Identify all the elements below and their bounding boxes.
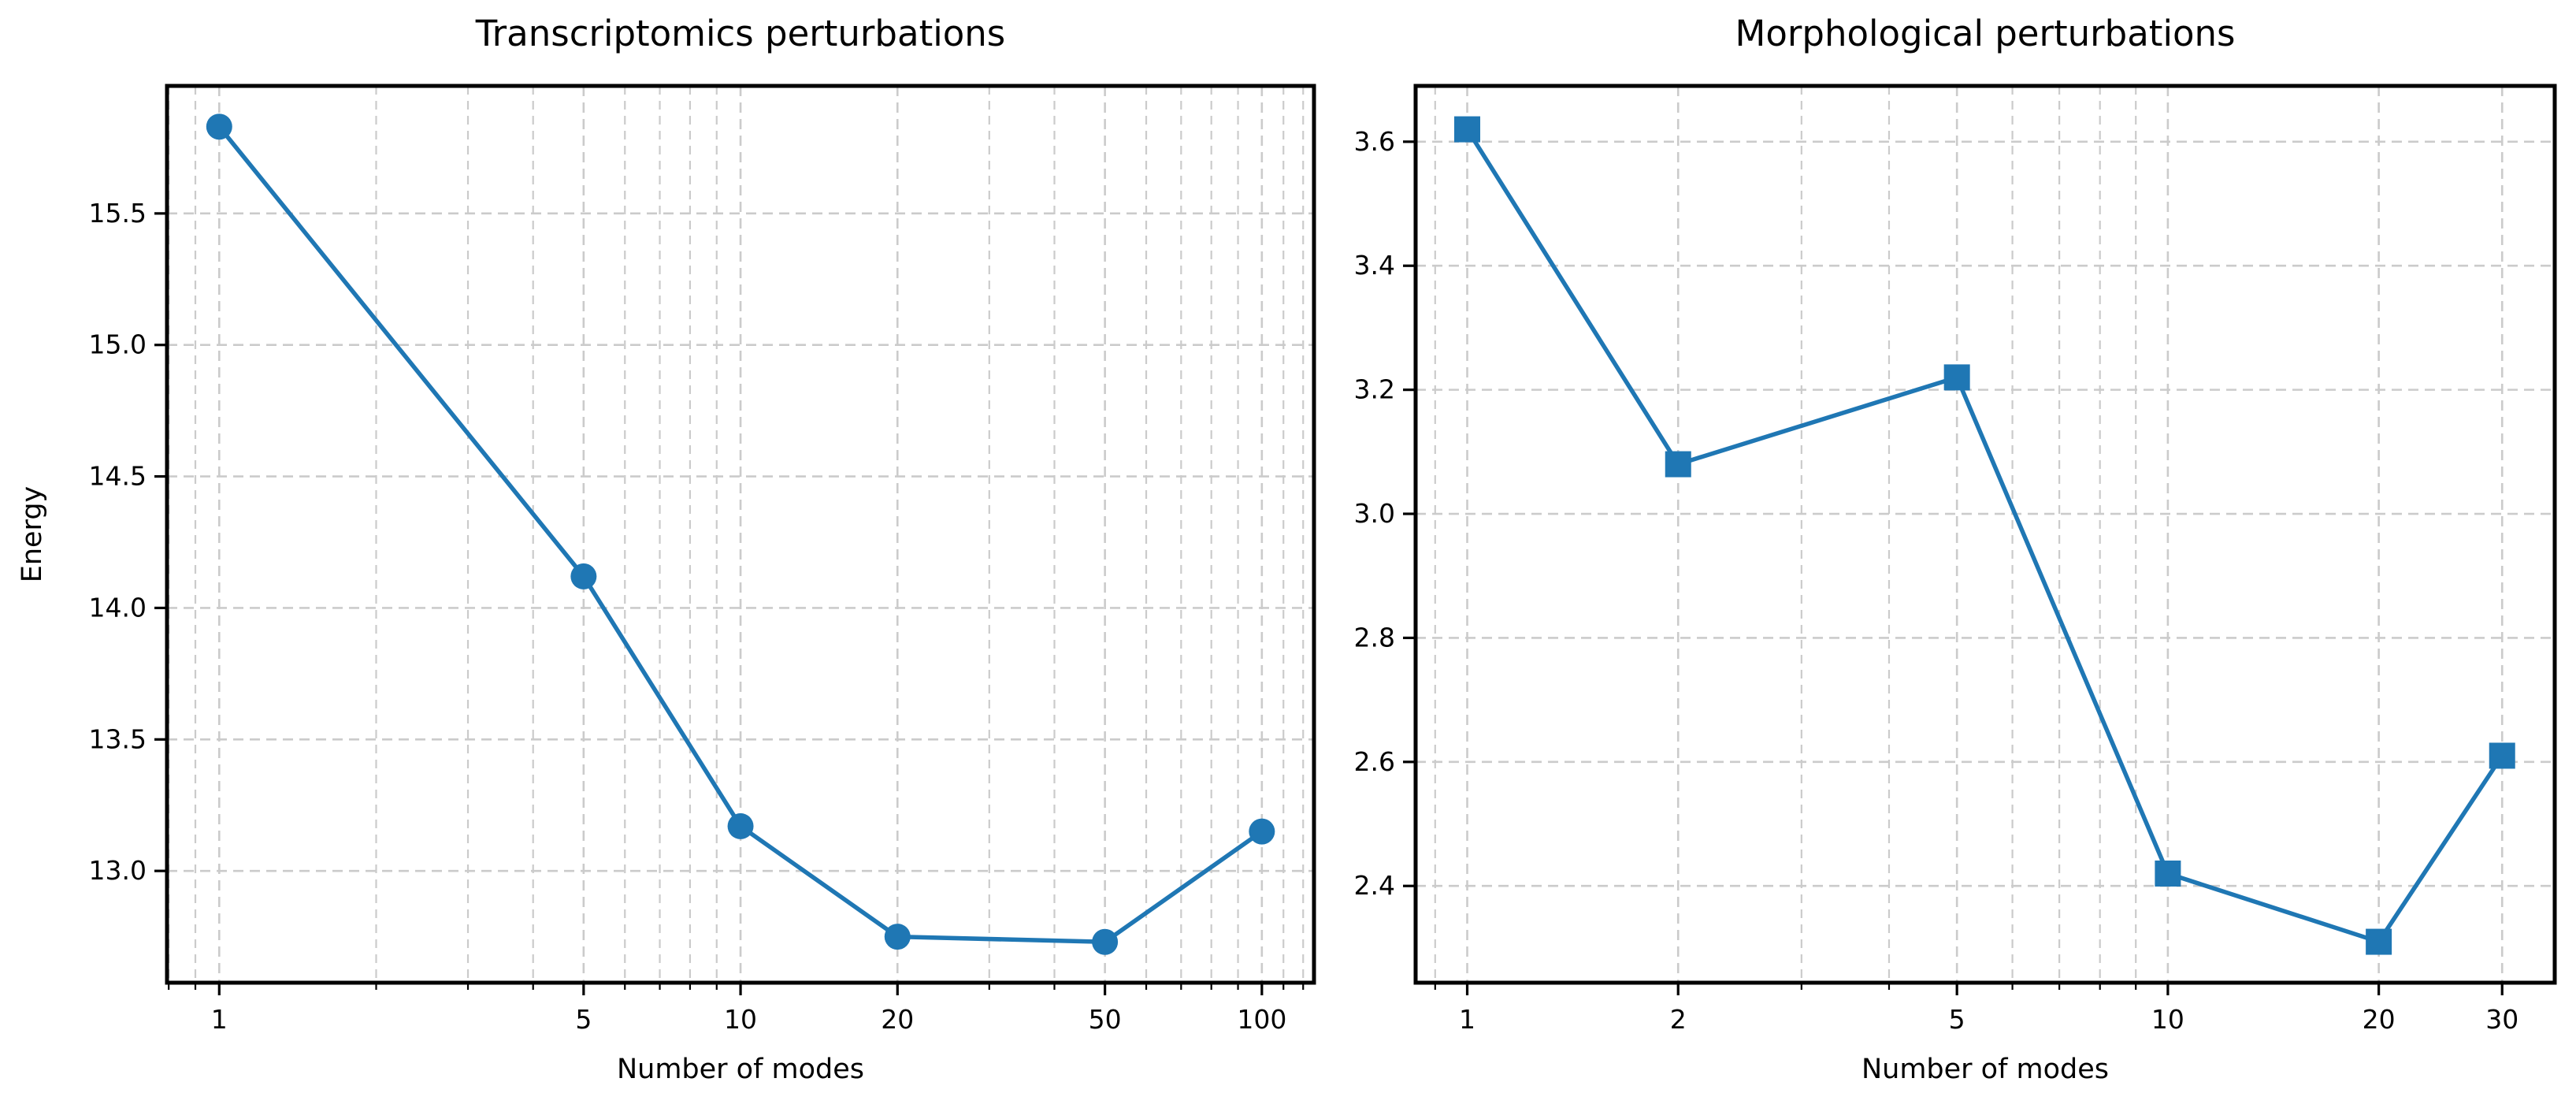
y-tick-label: 2.4 (1354, 870, 1395, 901)
y-tick-label: 15.5 (89, 198, 147, 229)
y-tick-label: 15.0 (89, 329, 147, 360)
x-tick-label: 100 (1237, 1004, 1286, 1035)
ticks (154, 212, 1305, 995)
x-tick-label: 10 (2151, 1004, 2184, 1035)
x-tick-label: 20 (2363, 1004, 2396, 1035)
y-tick-label: 3.0 (1354, 498, 1395, 529)
right-chart: 1 2 5 10 20 30 2.4 2.6 2.8 3.0 3.2 3.4 3.6 (1354, 84, 2557, 1035)
x-tick-label: 30 (2485, 1004, 2518, 1035)
plot-border (165, 84, 1316, 985)
data-point-marker (1943, 364, 1970, 391)
data-point-marker (2155, 860, 2181, 887)
x-tick-label: 1 (1459, 1004, 1475, 1035)
x-tick-label: 50 (1089, 1004, 1122, 1035)
data-point-marker (2489, 742, 2515, 769)
y-tick-label: 13.5 (89, 723, 147, 754)
y-tick-label: 14.0 (89, 592, 147, 623)
grid (1416, 86, 2555, 983)
y-tick-label: 14.5 (89, 461, 147, 492)
data-point-marker (570, 563, 597, 589)
grid (167, 86, 1314, 983)
left-chart: 1 5 10 20 50 100 13.0 13.5 14.0 14.5 15.0 15.5 (89, 84, 1316, 1035)
tick-labels: 1 5 10 20 50 100 13.0 13.5 14.0 14.5 15.0 15.5 (89, 198, 1287, 1035)
x-tick-label: 2 (1670, 1004, 1687, 1035)
y-tick-label: 3.4 (1354, 250, 1395, 281)
right-chart-xlabel: Number of modes (1861, 1054, 2110, 1085)
left-chart-ylabel: Energy (17, 485, 48, 583)
tick-labels: 1 2 5 10 20 30 2.4 2.6 2.8 3.0 3.2 3.4 3.6 (1354, 126, 2519, 1035)
x-tick-label: 10 (724, 1004, 757, 1035)
y-tick-label: 2.6 (1354, 746, 1395, 777)
data-point-marker (1665, 451, 1691, 478)
y-tick-label: 3.6 (1354, 126, 1395, 157)
data-line (217, 124, 1264, 945)
y-tick-label: 3.2 (1354, 374, 1395, 405)
left-chart-xlabel: Number of modes (616, 1054, 865, 1085)
plot-border (1413, 84, 2557, 985)
data-point-marker (206, 113, 232, 140)
data-points (1454, 116, 2515, 955)
x-tick-label: 20 (881, 1004, 914, 1035)
left-chart-title: Transcriptomics perturbations (475, 13, 1006, 54)
data-point-marker (1454, 116, 1481, 143)
data-point-marker (884, 924, 911, 950)
y-tick-label: 2.8 (1354, 622, 1395, 653)
y-tick-label: 13.0 (89, 855, 147, 886)
data-point-marker (1249, 818, 1275, 845)
data-line (1464, 127, 2504, 944)
x-tick-label: 5 (1949, 1004, 1965, 1035)
data-point-marker (727, 812, 754, 839)
right-chart-title: Morphological perturbations (1735, 13, 2236, 54)
data-point-marker (2366, 928, 2392, 955)
x-tick-label: 1 (211, 1004, 228, 1035)
data-point-marker (1092, 928, 1119, 955)
x-tick-label: 5 (575, 1004, 592, 1035)
ticks (1403, 140, 2504, 995)
data-points (206, 113, 1275, 955)
